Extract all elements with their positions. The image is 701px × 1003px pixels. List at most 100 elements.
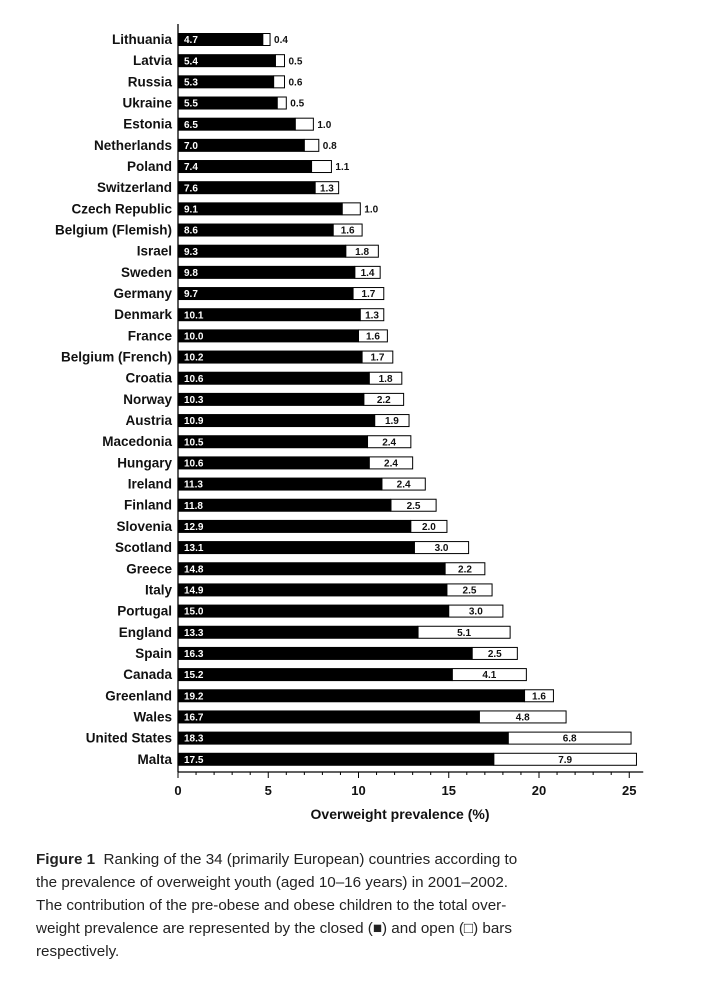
open-bar: [524, 689, 554, 703]
closed-bar: [178, 287, 354, 301]
open-bar: [352, 287, 385, 301]
country-label: Germany: [113, 286, 172, 301]
open-value-label: 2.4: [382, 437, 396, 448]
closed-value-label: 13.3: [184, 628, 204, 639]
open-bar: [274, 54, 285, 68]
chart-area: 4.7 0.4 5.4 0.5 5.3 0.6 5.5 0.5 6.5 1.0 7.0 0.8 7.4 1…: [55, 24, 644, 822]
closed-value-label: 19.2: [184, 691, 204, 702]
x-axis-title: Overweight prevalence (%): [311, 806, 490, 822]
country-label: Czech Republic: [71, 201, 172, 216]
closed-value-label: 10.1: [184, 310, 204, 321]
open-value-label: 1.6: [532, 691, 546, 702]
closed-bar: [178, 96, 278, 110]
open-bar: [390, 498, 437, 512]
closed-bar: [178, 138, 305, 152]
country-label: Norway: [123, 392, 172, 407]
country-label: Malta: [137, 752, 172, 767]
open-value-label: 1.4: [361, 268, 375, 279]
closed-bar: [178, 54, 276, 68]
open-bar: [478, 710, 567, 724]
open-value-label: 4.8: [516, 713, 530, 724]
closed-bar: [178, 223, 334, 237]
closed-value-label: 12.9: [184, 522, 204, 533]
open-value-label: 1.8: [379, 374, 393, 385]
caption-line-5: respectively.: [36, 943, 120, 960]
closed-value-label: 9.7: [184, 289, 198, 300]
country-label: Sweden: [121, 265, 172, 280]
open-value-label: 1.7: [370, 353, 384, 364]
open-value-label: 5.1: [457, 628, 471, 639]
closed-bar: [178, 265, 355, 279]
closed-bar: [178, 244, 346, 258]
country-label: Belgium (Flemish): [55, 223, 172, 238]
closed-bar: [178, 202, 343, 216]
open-bar: [507, 731, 632, 745]
country-label: Israel: [137, 244, 172, 259]
open-value-label: 1.6: [366, 331, 380, 342]
closed-bar: [178, 731, 509, 745]
open-bar: [374, 414, 410, 428]
country-label: Latvia: [133, 53, 173, 68]
closed-value-label: 5.5: [184, 99, 198, 110]
open-bar: [417, 625, 511, 639]
closed-bar: [178, 308, 361, 322]
country-label: Estonia: [123, 117, 172, 132]
closed-value-label: 17.5: [184, 755, 204, 766]
closed-value-label: 10.3: [184, 395, 204, 406]
bars-layer: 4.7 0.4 5.4 0.5 5.3 0.6 5.5 0.5 6.5 1.0 7.0 0.8 7.4 1…: [178, 33, 637, 766]
open-bar: [354, 265, 381, 279]
caption-line-2: the prevalence of overweight youth (aged…: [36, 874, 508, 891]
closed-value-label: 10.2: [184, 353, 204, 364]
open-value-label: 1.7: [361, 289, 375, 300]
open-bar: [410, 519, 448, 533]
x-tick-label: 15: [442, 783, 456, 798]
country-label: England: [119, 625, 172, 640]
closed-value-label: 13.1: [184, 543, 204, 554]
country-label: Canada: [123, 667, 172, 682]
closed-value-label: 9.1: [184, 204, 198, 215]
country-label: Lithuania: [112, 32, 172, 47]
closed-bar: [178, 541, 415, 555]
country-label: Greece: [126, 561, 172, 576]
x-tick-label: 25: [622, 783, 636, 798]
open-bar: [361, 350, 394, 364]
open-bar: [368, 371, 403, 385]
country-label: Slovenia: [116, 519, 172, 534]
closed-value-label: 5.4: [184, 56, 198, 67]
open-bar: [294, 117, 314, 131]
closed-bar: [178, 33, 263, 46]
closed-bar: [178, 752, 494, 766]
open-bar: [444, 562, 486, 576]
open-bar: [448, 604, 504, 618]
closed-bar: [178, 181, 316, 195]
closed-value-label: 16.7: [184, 713, 204, 724]
open-value-label: 3.0: [435, 543, 449, 554]
open-value-label: 0.5: [290, 99, 304, 110]
closed-value-label: 7.6: [184, 183, 198, 194]
open-bar: [446, 583, 493, 597]
closed-bar: [178, 160, 312, 174]
open-bar: [332, 223, 363, 237]
open-bar: [368, 456, 414, 470]
closed-bar: [178, 519, 411, 533]
closed-value-label: 15.0: [184, 607, 204, 618]
open-value-label: 3.0: [469, 607, 483, 618]
open-value-label: 2.5: [463, 586, 477, 597]
closed-bar: [178, 392, 364, 406]
closed-value-label: 10.9: [184, 416, 204, 427]
open-value-label: 2.2: [377, 395, 391, 406]
closed-value-label: 9.8: [184, 268, 198, 279]
figure-number: Figure 1: [36, 851, 96, 868]
country-label: Austria: [125, 413, 172, 428]
country-label: Belgium (French): [61, 350, 172, 365]
open-bar: [451, 668, 527, 682]
closed-value-label: 6.5: [184, 120, 198, 131]
open-bar: [273, 75, 285, 89]
country-label: Macedonia: [102, 434, 172, 449]
closed-bar: [178, 435, 368, 449]
caption-line-3: The contribution of the pre-obese and ob…: [36, 897, 507, 914]
closed-bar: [178, 371, 370, 385]
country-label: United States: [86, 731, 172, 746]
closed-value-label: 10.6: [184, 374, 204, 385]
closed-bar: [178, 562, 446, 576]
